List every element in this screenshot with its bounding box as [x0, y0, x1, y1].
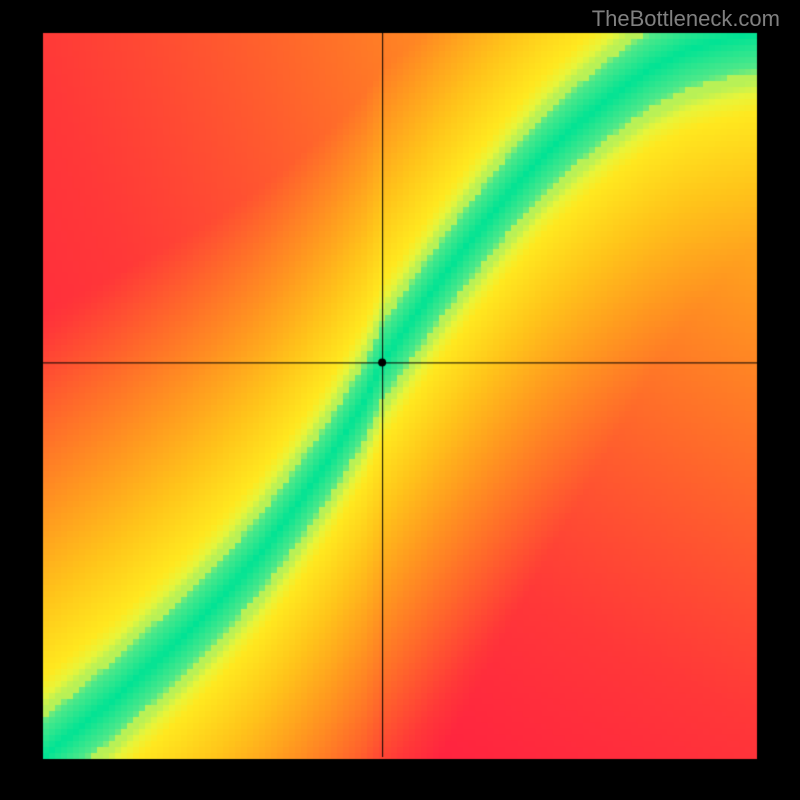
bottleneck-heatmap [0, 0, 800, 800]
watermark-text: TheBottleneck.com [592, 6, 780, 32]
